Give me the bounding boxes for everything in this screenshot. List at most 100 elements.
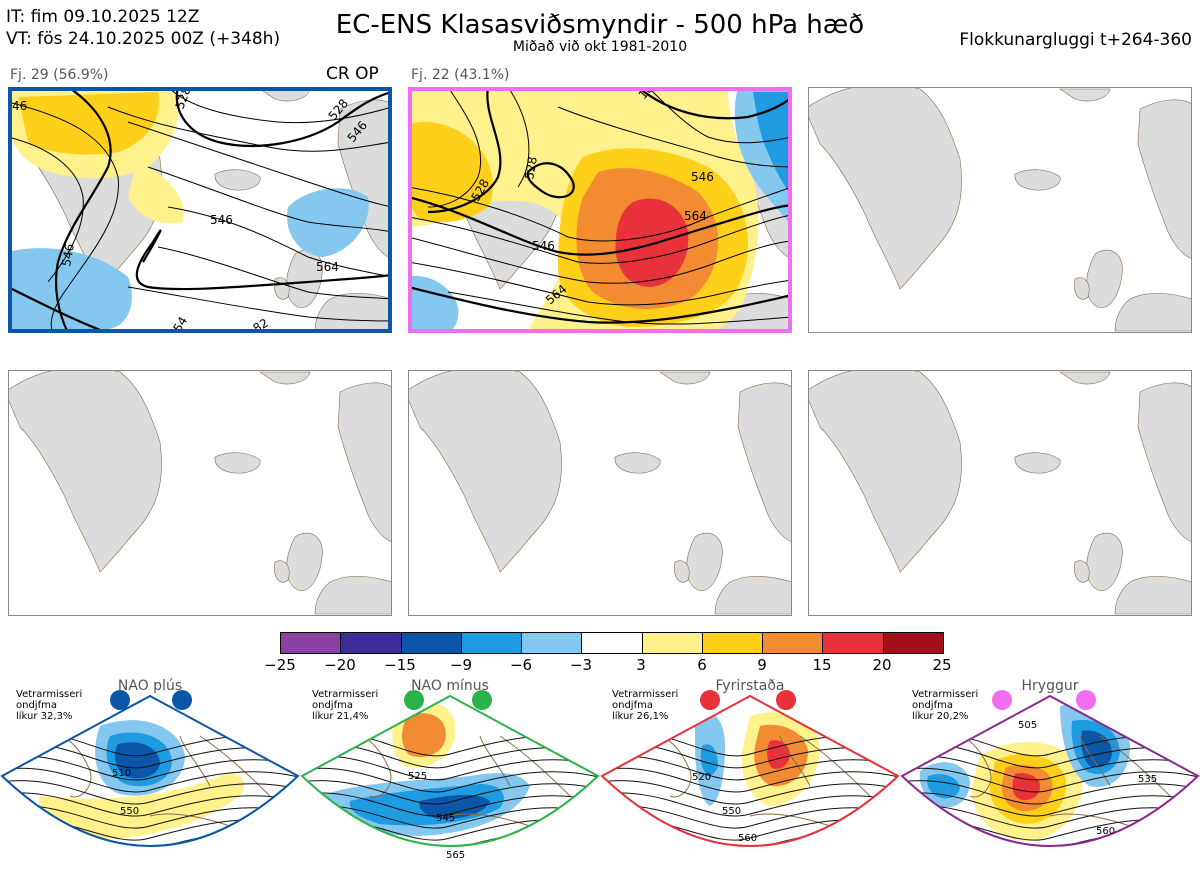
regime-frame	[900, 694, 1200, 847]
regime-info: ondjfma	[312, 700, 353, 711]
contour-label: 546	[532, 239, 555, 253]
map-panel-6	[808, 370, 1192, 616]
height-contour	[602, 767, 898, 793]
height-contour	[602, 780, 898, 805]
colorbar-swatch	[701, 633, 763, 653]
contour-label: 546	[691, 170, 714, 184]
height-contour	[902, 780, 1198, 805]
height-contour	[902, 804, 1198, 829]
regime-info: ondjfma	[16, 700, 57, 711]
height-contour	[302, 804, 598, 829]
panel-1-border	[8, 87, 392, 333]
regime-contour-label: 560	[738, 833, 757, 844]
regime-dot	[472, 690, 492, 710]
contour-label: 546	[210, 213, 233, 227]
height-contour	[302, 792, 598, 817]
panel-1-tag: CR OP	[326, 64, 379, 84]
regime-row: 510 550 NAO plús Vetrarmisseri ondjfma líkur …	[0, 676, 1200, 871]
page-subtitle: Miðað við okt 1981-2010	[512, 39, 688, 55]
regime-contour-label: 545	[436, 813, 455, 824]
panel-2-border	[408, 87, 792, 333]
height-contours	[408, 87, 792, 325]
regime-info: líkur 26,1%	[612, 710, 668, 722]
header-info: IT: fim 09.10.2025 12Z VT: fös 24.10.202…	[6, 6, 280, 50]
contour-label: 546	[59, 243, 77, 268]
regime-dot	[172, 690, 192, 710]
regime-name: Fyrirstaða	[716, 678, 785, 694]
map-panel-5	[408, 370, 792, 616]
colorbar-swatch	[762, 633, 823, 653]
colorbar-tick: −25	[264, 656, 296, 674]
colorbar-swatch	[581, 633, 642, 653]
regime-name: NAO plús	[118, 678, 182, 694]
colorbar-tick: 15	[812, 656, 832, 674]
panel-1-label: Fj. 29 (56.9%)	[10, 67, 109, 83]
height-contour	[2, 780, 298, 805]
map-panel-1: 546 564 528 546 546 528 46 54 82	[8, 87, 392, 333]
regime-dot	[776, 690, 796, 710]
colorbar-swatch	[521, 633, 582, 653]
colorbar-swatch	[281, 633, 341, 653]
regime-frame	[0, 694, 300, 847]
map-panel-3	[808, 87, 1192, 333]
colorbar-tick: 6	[697, 656, 707, 674]
contour-label: 564	[684, 209, 707, 223]
regime-dot	[110, 690, 130, 710]
regime-panel-ridge: 505 535 560 Hryggur Vetrarmisseriondjfmalíku…	[900, 678, 1200, 847]
regime-contour-label: 525	[408, 771, 427, 782]
regime-contour-label: 535	[1138, 774, 1157, 785]
regime-info: líkur 20,2%	[912, 710, 968, 722]
anomaly-blob	[927, 774, 960, 799]
regime-dot	[992, 690, 1012, 710]
colorbar-swatch	[882, 633, 943, 653]
regime-panel-nao-plus: 510 550 NAO plús Vetrarmisseriondjfmalíkur …	[0, 678, 300, 847]
regime-dot	[404, 690, 424, 710]
colorbar-tick: −6	[509, 656, 533, 674]
anomaly-fields	[8, 87, 369, 329]
colorbar-tick: 3	[636, 656, 646, 674]
vt-line: VT: fös 24.10.2025 00Z (+348h)	[6, 29, 281, 49]
regime-info: ondjfma	[912, 700, 953, 711]
colorbar	[280, 632, 944, 654]
contour-label: 54	[170, 314, 190, 333]
height-contour	[302, 780, 598, 805]
regime-contour-label: 565	[446, 850, 465, 861]
panel-2-label: Fj. 22 (43.1%)	[411, 67, 510, 83]
height-contour	[2, 755, 298, 781]
regime-dot	[700, 690, 720, 710]
regime-contour-label: 510	[112, 768, 131, 779]
coastline	[639, 733, 871, 846]
anomaly-blob	[402, 713, 446, 758]
height-contour	[302, 767, 598, 793]
regime-frame	[600, 694, 900, 847]
height-contour	[902, 792, 1198, 817]
colorbar-swatch	[340, 633, 401, 653]
regime-info: Vetrarmisseri	[612, 689, 678, 700]
regime-contour-label: 520	[692, 772, 711, 783]
it-line: IT: fim 09.10.2025 12Z	[6, 7, 200, 27]
regime-name: NAO mínus	[411, 678, 489, 694]
page-title: EC-ENS Klasasviðsmyndir - 500 hPa hæð	[335, 10, 865, 40]
anomaly-fields	[408, 87, 792, 333]
window-label: Flokkunargluggi t+264-360	[959, 30, 1192, 50]
coastline	[339, 733, 571, 846]
coastline	[939, 733, 1171, 846]
colorbar-tick: −15	[384, 656, 416, 674]
anomaly-blob	[114, 742, 160, 779]
regime-info: Vetrarmisseri	[16, 689, 82, 700]
contour-label: 46	[12, 99, 27, 113]
height-contours	[8, 87, 392, 333]
regime-info: Vetrarmisseri	[312, 689, 378, 700]
anomaly-blob	[419, 794, 490, 819]
height-contour	[902, 767, 1198, 793]
regime-info: líkur 21,4%	[312, 710, 368, 722]
height-contour	[602, 804, 898, 829]
colorbar-swatch	[641, 633, 702, 653]
regime-contour-label: 560	[1096, 826, 1115, 837]
contour-label: 82	[251, 316, 271, 333]
colorbar-swatch	[460, 633, 522, 653]
colorbar-tick: −9	[449, 656, 473, 674]
height-contour	[2, 804, 298, 829]
regime-info: Vetrarmisseri	[912, 689, 978, 700]
anomaly-blob	[767, 740, 790, 769]
